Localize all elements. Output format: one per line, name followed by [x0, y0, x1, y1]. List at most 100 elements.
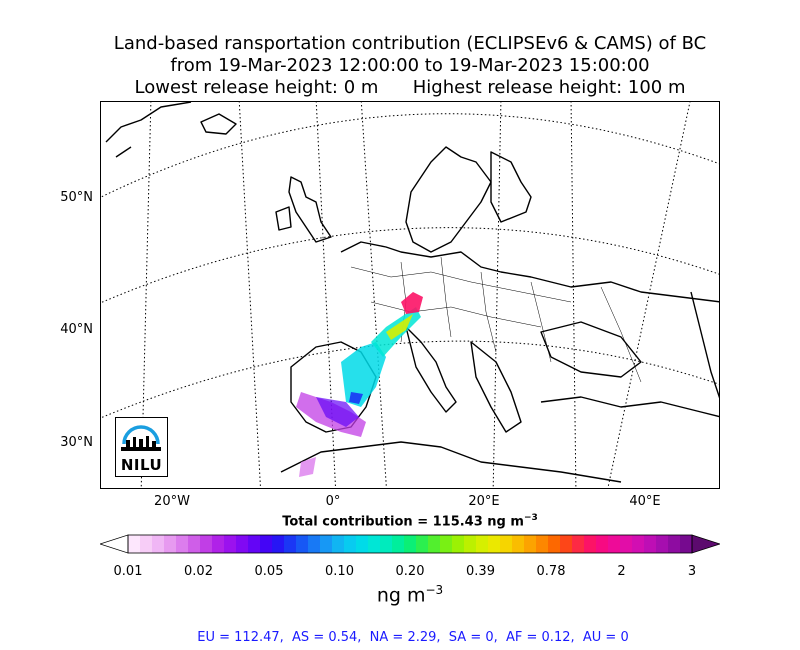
graticule — [101, 102, 719, 488]
colorbar-tick-label: 0.39 — [466, 564, 495, 579]
colorbar-cell — [152, 535, 165, 553]
colorbar-cell — [188, 535, 201, 553]
colorbar-cell — [536, 535, 549, 553]
longitude-label: 40°E — [629, 494, 661, 509]
latitude-line-50n — [101, 113, 719, 198]
concentration-field — [296, 292, 423, 477]
colorbar-cell — [500, 535, 513, 553]
map-canvas — [101, 102, 719, 488]
colorbar-cell — [440, 535, 453, 553]
map-panel — [100, 101, 720, 489]
total-contribution-text: Total contribution = 115.43 ng m — [282, 514, 524, 530]
iberia-coast — [290, 341, 377, 433]
colorbar-cell — [668, 535, 681, 553]
colorbar-cell — [248, 535, 261, 553]
map-title: Land-based ransportation contribution (E… — [113, 33, 707, 54]
colorbar-cell — [164, 535, 177, 553]
concentration-patch — [299, 457, 316, 477]
colorbar-cell — [308, 535, 321, 553]
release-height-subtitle: Lowest release height: 0 m Highest relea… — [134, 77, 686, 98]
border-line — [370, 301, 542, 328]
colorbar-under-arrow — [100, 534, 129, 554]
colorbar-cell — [320, 535, 333, 553]
meridian-line — [360, 102, 387, 488]
latitude-label: 30°N — [60, 435, 93, 450]
colorbar-cell — [272, 535, 285, 553]
time-range-subtitle: from 19-Mar-2023 12:00:00 to 19-Mar-2023… — [170, 55, 650, 76]
colorbar-cell — [212, 535, 225, 553]
greenland-coast — [105, 102, 192, 158]
longitude-label: 20°W — [154, 494, 190, 509]
colorbar-cell — [296, 535, 309, 553]
border-line — [440, 256, 452, 338]
scandinavia-coast — [405, 146, 492, 253]
colorbar-cell — [260, 535, 273, 553]
colorbar-cell — [428, 535, 441, 553]
colorbar-unit-exponent: −3 — [425, 583, 444, 597]
concentration-patch — [349, 392, 363, 404]
border-line — [350, 266, 572, 303]
colorbar-cell — [236, 535, 249, 553]
colorbar-cell — [140, 535, 153, 553]
colorbar-tick-label: 0.02 — [184, 564, 213, 579]
concentration-patch — [401, 292, 423, 314]
colorbar-cell — [392, 535, 405, 553]
north-africa-coast — [280, 441, 622, 483]
border-line — [480, 271, 497, 353]
colorbar-tick-label: 2 — [617, 564, 626, 579]
regional-contributions: EU = 112.47, AS = 0.54, NA = 2.29, SA = … — [197, 630, 629, 645]
colorbar-tick-label: 0.10 — [325, 564, 354, 579]
colorbar-cell — [404, 535, 417, 553]
latitude-line-30n — [101, 340, 719, 419]
colorbar-cell — [224, 535, 237, 553]
colorbar-cell — [416, 535, 429, 553]
coastlines — [105, 102, 719, 483]
colorbar-cell — [368, 535, 381, 553]
colorbar-unit-text: ng m — [376, 584, 426, 607]
colorbar-cell — [512, 535, 525, 553]
meridian-line — [607, 102, 691, 488]
colorbar-cell — [452, 535, 465, 553]
black-sea-coast — [540, 321, 642, 378]
colorbar-cell — [680, 535, 693, 553]
latitude-line-40n — [101, 227, 719, 304]
continental-coast — [340, 241, 719, 303]
colorbar-cell — [200, 535, 213, 553]
colorbar-cell — [596, 535, 609, 553]
balkans-coast — [470, 341, 522, 433]
colorbar-cell — [644, 535, 657, 553]
colorbar-cell — [620, 535, 633, 553]
concentration-patch — [386, 314, 413, 340]
nilu-logo-mark — [121, 425, 161, 451]
colorbar-tick-label: 3 — [687, 564, 697, 579]
iceland-coast — [200, 113, 237, 135]
meridian-line — [238, 102, 262, 488]
latitude-label: 40°N — [60, 322, 93, 337]
colorbar-tick-label: 0.01 — [113, 564, 143, 579]
colorbar-cell — [560, 535, 573, 553]
colorbar-cell — [572, 535, 585, 553]
colorbar-tick-label: 0.05 — [254, 564, 284, 579]
meridian-line — [492, 102, 502, 488]
longitude-label: 20°E — [468, 494, 500, 509]
colorbar-cell — [176, 535, 189, 553]
colorbar-cell — [380, 535, 393, 553]
colorbar-cell — [584, 535, 597, 553]
total-contribution: Total contribution = 115.43 ng m−3 — [0, 513, 800, 529]
caspian-coast — [690, 291, 719, 399]
colorbar-cell — [356, 535, 369, 553]
colorbar-cell — [128, 535, 141, 553]
meridian-line — [315, 102, 337, 488]
colorbar-tick-label: 0.78 — [536, 564, 566, 579]
colorbar-cells — [128, 535, 693, 553]
colorbar-cell — [656, 535, 669, 553]
colorbar — [100, 534, 720, 554]
total-contribution-exponent: −3 — [523, 513, 538, 523]
colorbar-cell — [548, 535, 561, 553]
latitude-label: 50°N — [60, 190, 93, 205]
turkey-coast — [540, 396, 719, 418]
longitude-label: 0° — [325, 494, 341, 509]
colorbar-cell — [488, 535, 501, 553]
colorbar-cell — [476, 535, 489, 553]
colorbar-cell — [284, 535, 297, 553]
